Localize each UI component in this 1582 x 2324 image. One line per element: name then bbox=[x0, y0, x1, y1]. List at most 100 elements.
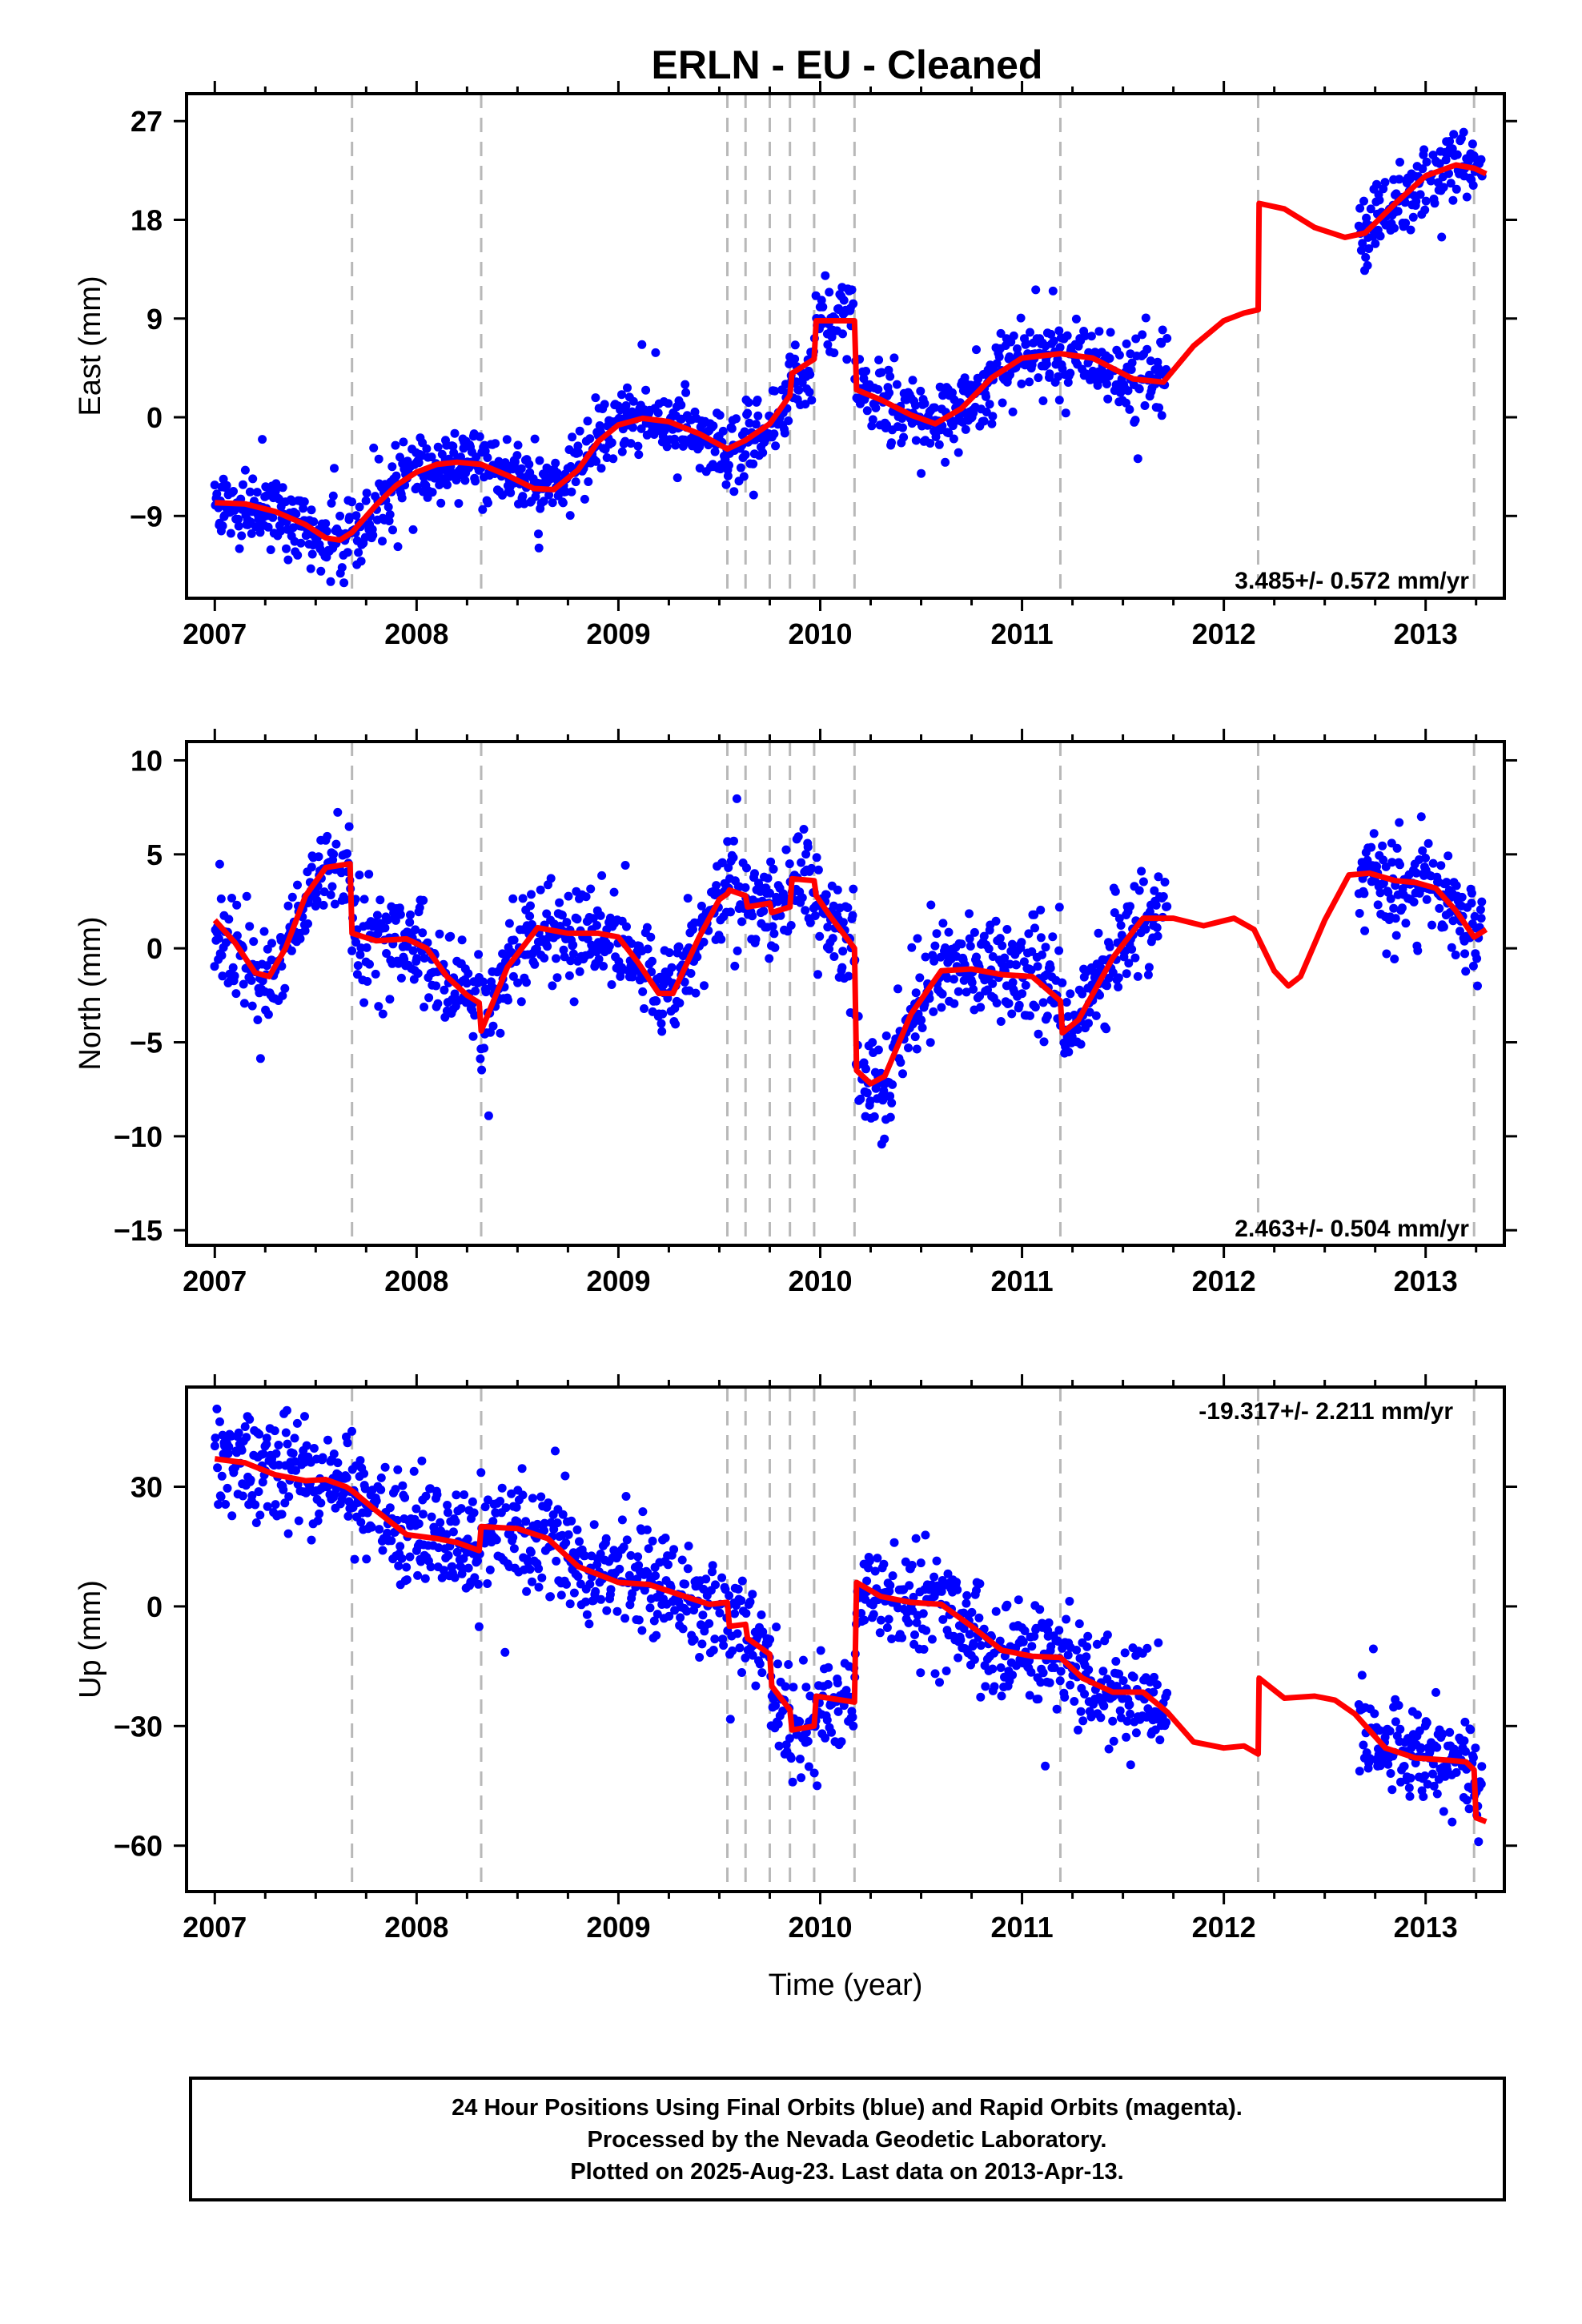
up-data-point bbox=[323, 1435, 332, 1445]
east-data-point bbox=[899, 432, 909, 442]
up-data-point bbox=[953, 1585, 962, 1594]
up-panel: 2007 2008 2009 2010 2011 2012 2013 −60 −30 0 30 Up … bbox=[74, 1374, 1517, 2002]
east-data-point bbox=[1034, 373, 1043, 383]
north-data-point bbox=[1411, 868, 1421, 878]
north-data-point bbox=[781, 845, 791, 854]
up-data-point bbox=[1065, 1597, 1074, 1606]
up-data-point bbox=[781, 1682, 790, 1691]
east-data-point bbox=[911, 436, 921, 445]
up-data-point bbox=[991, 1606, 1001, 1616]
east-data-point bbox=[949, 434, 958, 444]
east-data-point bbox=[1375, 195, 1384, 205]
up-data-point bbox=[758, 1627, 768, 1637]
up-data-point bbox=[387, 1536, 396, 1546]
east-data-point bbox=[847, 285, 857, 295]
east-data-point bbox=[436, 498, 446, 508]
north-data-point bbox=[287, 946, 296, 955]
up-data-point bbox=[1115, 1706, 1125, 1715]
up-data-point bbox=[737, 1596, 746, 1606]
east-data-point bbox=[1140, 401, 1150, 410]
north-data-point bbox=[991, 916, 1001, 926]
up-data-point bbox=[1429, 1781, 1439, 1791]
north-data-point bbox=[594, 955, 604, 964]
north-data-point bbox=[525, 911, 535, 921]
up-data-point bbox=[708, 1561, 717, 1570]
east-data-point bbox=[535, 456, 544, 465]
north-data-point bbox=[983, 985, 992, 995]
east-data-point bbox=[992, 359, 1002, 368]
east-data-point bbox=[985, 400, 994, 409]
north-data-point bbox=[620, 861, 630, 870]
east-data-point bbox=[309, 517, 319, 526]
up-data-point bbox=[652, 1610, 662, 1619]
east-data-point bbox=[938, 391, 948, 400]
up-data-point bbox=[857, 1609, 866, 1618]
north-data-point bbox=[729, 853, 738, 862]
east-data-point bbox=[226, 529, 235, 538]
up-data-point bbox=[1413, 1710, 1422, 1719]
up-data-point bbox=[996, 1663, 1006, 1672]
north-data-point bbox=[921, 952, 930, 962]
north-data-point bbox=[480, 1043, 489, 1053]
up-data-point bbox=[633, 1552, 643, 1562]
up-data-point bbox=[1432, 1789, 1442, 1799]
north-data-point bbox=[1021, 980, 1030, 990]
east-data-point bbox=[633, 441, 643, 451]
north-data-point bbox=[355, 950, 365, 959]
north-data-point bbox=[255, 1054, 265, 1063]
north-data-point bbox=[1421, 854, 1430, 862]
east-data-point bbox=[634, 450, 644, 460]
east-data-point bbox=[234, 514, 243, 524]
north-data-point bbox=[470, 1011, 480, 1020]
up-data-point bbox=[644, 1544, 653, 1554]
north-data-point bbox=[247, 1001, 257, 1011]
north-rate-label: 2.463+/- 0.504 mm/yr bbox=[1235, 1216, 1469, 1242]
up-data-point bbox=[935, 1678, 944, 1687]
up-data-point bbox=[1432, 1743, 1442, 1752]
north-data-point bbox=[1073, 1025, 1082, 1034]
east-data-point bbox=[673, 473, 682, 483]
up-data-point bbox=[905, 1581, 914, 1590]
up-data-point bbox=[708, 1567, 717, 1577]
east-data-point bbox=[583, 416, 592, 426]
up-data-point bbox=[316, 1498, 326, 1508]
up-data-point bbox=[643, 1568, 652, 1578]
up-data-point bbox=[1431, 1687, 1440, 1697]
up-data-point bbox=[649, 1616, 659, 1626]
north-data-point bbox=[671, 1019, 681, 1029]
east-data-point bbox=[240, 465, 250, 475]
east-data-point bbox=[1130, 416, 1140, 425]
north-data-point bbox=[464, 969, 473, 979]
north-data-point bbox=[865, 1096, 875, 1106]
north-data-point bbox=[1468, 961, 1478, 971]
east-data-point bbox=[868, 415, 877, 424]
north-data-point bbox=[1078, 989, 1087, 999]
east-data-point bbox=[1103, 394, 1113, 404]
up-data-point bbox=[733, 1584, 743, 1594]
east-data-point bbox=[979, 416, 989, 426]
up-data-point bbox=[1063, 1651, 1073, 1660]
north-data-point bbox=[844, 971, 853, 981]
east-data-point bbox=[210, 480, 219, 490]
up-data-point bbox=[347, 1426, 356, 1436]
up-data-point bbox=[1027, 1642, 1037, 1651]
north-data-point bbox=[314, 852, 323, 862]
up-data-point bbox=[378, 1546, 387, 1555]
east-data-point bbox=[1138, 330, 1147, 340]
north-plot-area bbox=[210, 742, 1488, 1245]
north-data-point bbox=[581, 892, 591, 902]
up-data-point bbox=[725, 1591, 734, 1600]
east-data-point bbox=[1366, 204, 1375, 214]
north-data-point bbox=[751, 935, 761, 944]
up-data-point bbox=[1149, 1687, 1158, 1697]
north-data-point bbox=[1427, 920, 1436, 930]
north-data-point bbox=[548, 981, 557, 991]
up-data-point bbox=[1438, 1729, 1447, 1739]
east-model-line bbox=[215, 162, 1488, 543]
east-data-point bbox=[769, 429, 779, 439]
up-data-point bbox=[270, 1426, 279, 1436]
north-data-point bbox=[729, 836, 738, 846]
north-data-point bbox=[330, 899, 339, 909]
east-data-point bbox=[617, 390, 626, 400]
up-data-point bbox=[1460, 1736, 1469, 1746]
